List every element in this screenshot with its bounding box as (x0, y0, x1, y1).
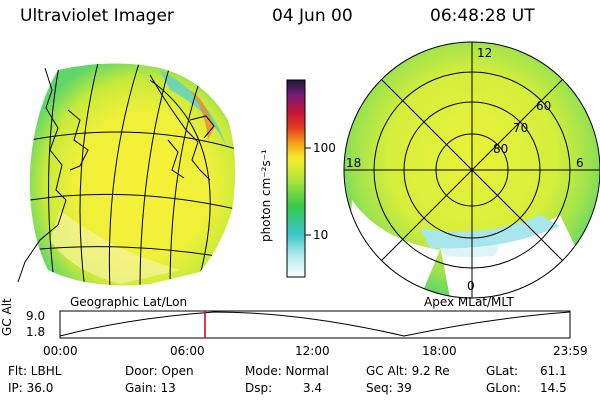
altitude-curve (59, 311, 571, 337)
status-glat-label: GLat: (486, 364, 519, 378)
time-label: 06:48:28 UT (430, 6, 535, 26)
status-flt: Flt: LBHL (8, 364, 62, 378)
mlt-label-0: 0 (467, 279, 475, 293)
app-title: Ultraviolet Imager (20, 6, 174, 26)
status-seq: Seq: 39 (366, 381, 412, 395)
mlat-label-70: 70 (513, 121, 529, 135)
status-dsp-label: Dsp: (245, 381, 273, 395)
date-label: 04 Jun 00 (272, 6, 353, 26)
status-gain: Gain: 13 (125, 381, 176, 395)
mlat-label-60: 60 (536, 99, 552, 113)
status-glon-label: GLon: (486, 381, 521, 395)
mlt-label-12: 12 (477, 46, 493, 60)
status-glat-value: 61.1 (540, 364, 567, 378)
status-gc-alt: GC Alt: 9.2 Re (366, 364, 450, 378)
colorbar-tick-100: 100 (313, 141, 336, 155)
mlt-label-6: 6 (576, 156, 584, 170)
mlat-label-80: 80 (493, 142, 509, 156)
altitude-ytick-low: 1.8 (26, 325, 46, 339)
polar-panel-label: Apex MLat/MLT (424, 295, 514, 309)
geo-coastlines (17, 67, 215, 283)
altitude-ylabel: GC Alt (0, 298, 14, 336)
colorbar-tick-10: 10 (313, 228, 329, 242)
altitude-xtick: 00:00 (43, 344, 78, 358)
polar-image (343, 41, 600, 299)
polar-grid (343, 41, 600, 299)
status-door: Door: Open (125, 364, 194, 378)
geographic-panel-label: Geographic Lat/Lon (70, 295, 188, 309)
altitude-xtick: 12:00 (295, 344, 330, 358)
colorbar (286, 79, 306, 278)
altitude-xtick: 06:00 (170, 344, 205, 358)
status-glon-value: 14.5 (540, 381, 567, 395)
altitude-xtick: 18:00 (422, 344, 457, 358)
status-mode: Mode: Normal (245, 364, 329, 378)
geo-graticule (29, 63, 236, 286)
geographic-image (17, 63, 236, 286)
status-dsp-value: 3.4 (303, 381, 323, 395)
altitude-plot-frame (59, 310, 571, 339)
mlt-label-18: 18 (346, 156, 362, 170)
status-ip: IP: 36.0 (8, 381, 54, 395)
altitude-plot (59, 310, 571, 339)
colorbar-unit-label: photon cm⁻²s⁻¹ (259, 149, 273, 242)
altitude-xtick: 23:59 (553, 344, 588, 358)
altitude-ytick-high: 9.0 (26, 309, 46, 323)
